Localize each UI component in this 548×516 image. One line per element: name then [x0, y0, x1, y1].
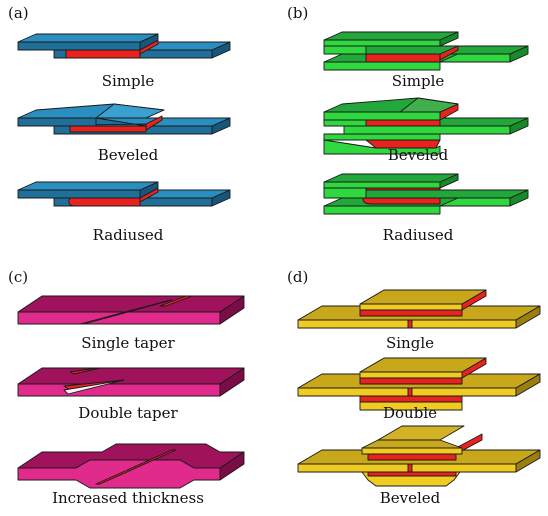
panel-d: (d) Single Double [287, 268, 541, 507]
joint-a-simple-label: Simple [102, 72, 155, 90]
joint-c-single-taper [17, 295, 245, 325]
joint-b-radiused [323, 173, 529, 215]
joint-c-increased-thickness [17, 443, 245, 489]
joint-b-beveled-label: Beveled [388, 146, 449, 164]
joint-b-beveled [323, 97, 529, 155]
joint-b-radiused-label: Radiused [383, 226, 454, 244]
panel-c-label: (c) [8, 268, 28, 286]
panel-a: (a) Simple Beveled [8, 4, 231, 244]
panel-a-label: (a) [8, 4, 29, 22]
joint-a-radiused-label: Radiused [93, 226, 164, 244]
joint-c-single-taper-label: Single taper [81, 334, 175, 352]
joint-c-double-taper [17, 367, 245, 397]
joint-d-single-label: Single [386, 334, 434, 352]
joint-a-beveled [17, 103, 231, 135]
joint-c-double-taper-label: Double taper [78, 404, 178, 422]
joint-d-double-label: Double [383, 404, 437, 422]
joint-d-beveled-label: Beveled [380, 489, 441, 507]
joint-d-single [297, 289, 541, 329]
panel-b-label: (b) [287, 4, 308, 22]
panel-c: (c) Single taper Double taper Incre [8, 268, 245, 507]
joint-a-radiused [17, 181, 231, 207]
panel-b: (b) Simple [287, 4, 529, 244]
joint-b-simple [323, 31, 529, 71]
joint-a-beveled-label: Beveled [98, 146, 159, 164]
joint-b-simple-label: Simple [392, 72, 445, 90]
joint-d-double [297, 357, 541, 411]
joint-a-simple [17, 33, 231, 59]
joint-c-increased-thickness-label: Increased thickness [52, 489, 204, 507]
panel-d-label: (d) [287, 268, 308, 286]
joint-d-beveled [297, 425, 541, 487]
